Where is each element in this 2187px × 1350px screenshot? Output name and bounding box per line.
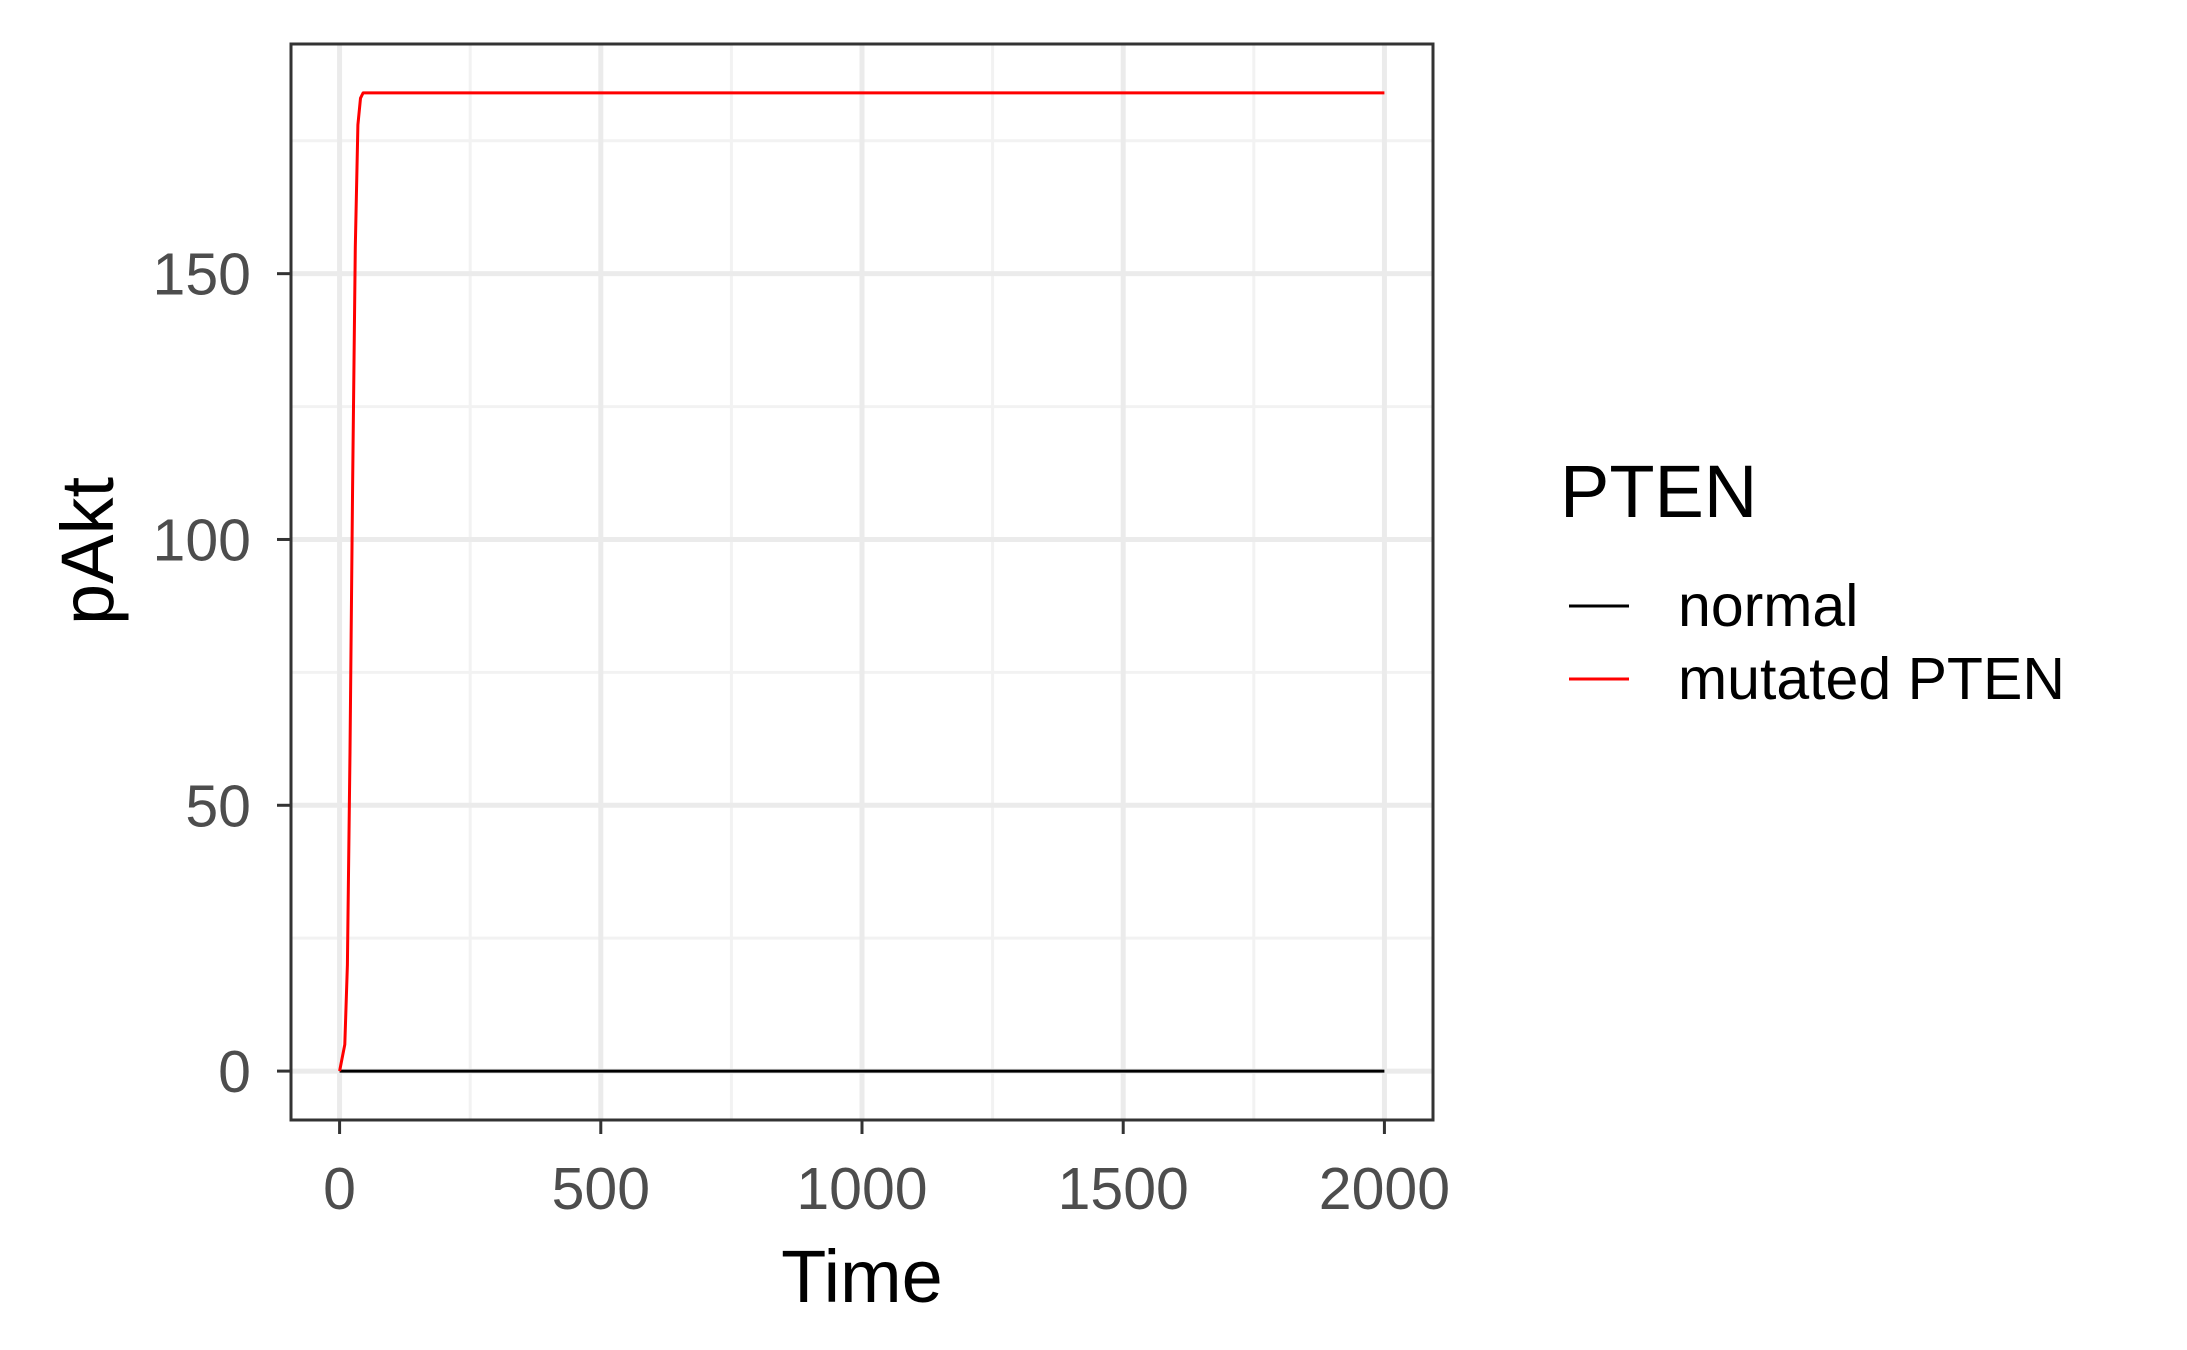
x-tick-label: 2000 <box>1319 1156 1450 1222</box>
y-tick-label: 100 <box>153 507 251 573</box>
legend-label: normal <box>1678 573 1858 639</box>
x-axis-label: Time <box>781 1235 943 1318</box>
y-tick-label: 150 <box>153 242 251 308</box>
legend-title: PTEN <box>1560 450 1757 533</box>
grid <box>291 44 1433 1120</box>
axes: 0 500 1000 1500 2000 0 50 100 150 <box>153 242 1451 1222</box>
x-tick-label: 1000 <box>796 1156 927 1222</box>
y-axis-label: pAkt <box>46 477 129 626</box>
x-tick-label: 1500 <box>1058 1156 1189 1222</box>
y-tick-label: 50 <box>185 773 251 839</box>
legend-label: mutated PTEN <box>1678 646 2065 712</box>
series-line-mutated-pten <box>338 91 1385 1072</box>
series-layer <box>338 91 1385 1073</box>
x-tick-label: 0 <box>323 1156 356 1222</box>
y-tick-label: 0 <box>218 1039 251 1105</box>
x-tick-label: 500 <box>552 1156 650 1222</box>
legend: PTEN normal mutated PTEN <box>1560 450 2065 712</box>
